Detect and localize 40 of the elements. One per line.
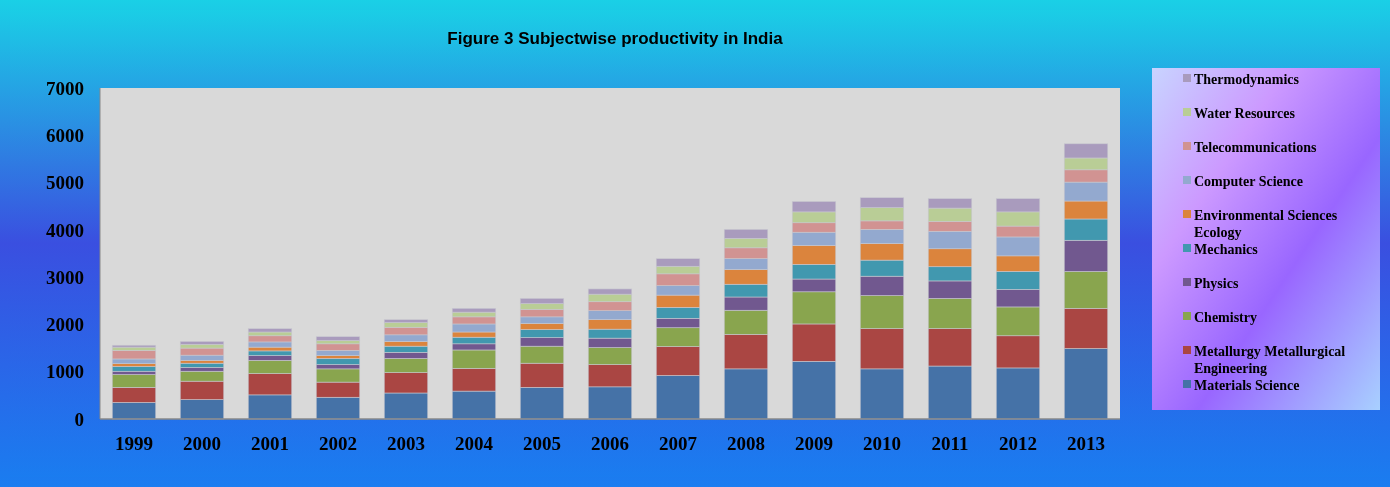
x-tick-label: 2010 (863, 433, 901, 454)
chart-title: Figure 3 Subjectwise productivity in India (447, 29, 784, 48)
y-tick-label: 1000 (46, 361, 84, 383)
x-tick-label: 2004 (455, 433, 494, 454)
legend-label: Chemistry (1194, 309, 1257, 325)
legend-label: Mechanics (1194, 241, 1259, 257)
y-tick-label: 5000 (46, 172, 84, 194)
legend-label: Materials Science (1194, 377, 1300, 393)
bar (247, 328, 293, 333)
x-tick-label: 2003 (387, 433, 425, 454)
y-tick-label: 6000 (46, 124, 84, 146)
x-tick-label: 2001 (251, 433, 289, 454)
legend-label: Metallurgy Metallurgical Engineering (1194, 343, 1346, 376)
legend-label: Water Resources (1194, 105, 1296, 121)
y-tick-label: 2000 (46, 314, 84, 336)
bar (315, 336, 361, 341)
legend-label: Telecommunications (1194, 139, 1317, 155)
x-tick-label: 2013 (1067, 433, 1105, 454)
x-tick-label: 2000 (183, 433, 221, 454)
bar (111, 350, 157, 360)
x-tick-label: 2011 (931, 433, 969, 454)
y-tick-label: 4000 (46, 219, 84, 241)
x-tick-label: 2012 (999, 433, 1037, 454)
x-tick-label: 2007 (659, 433, 698, 454)
y-tick-label: 7000 (46, 77, 84, 99)
x-tick-label: 1999 (115, 433, 153, 454)
x-tick-label: 2008 (727, 433, 765, 454)
x-tick-label: 2002 (319, 433, 357, 454)
y-tick-label: 3000 (46, 266, 84, 288)
x-tick-label: 2005 (523, 433, 561, 454)
legend-label: Computer Science (1194, 173, 1303, 189)
legend-label: Environmental Sciences Ecology (1194, 207, 1338, 240)
legend-label: Thermodynamics (1194, 71, 1300, 87)
bar (111, 366, 157, 372)
x-tick-label: 2009 (795, 433, 833, 454)
bar (247, 346, 293, 352)
y-tick-label: 0 (74, 408, 84, 430)
legend-label: Physics (1194, 275, 1239, 291)
x-tick-label: 2006 (591, 433, 629, 454)
bar (179, 341, 225, 345)
